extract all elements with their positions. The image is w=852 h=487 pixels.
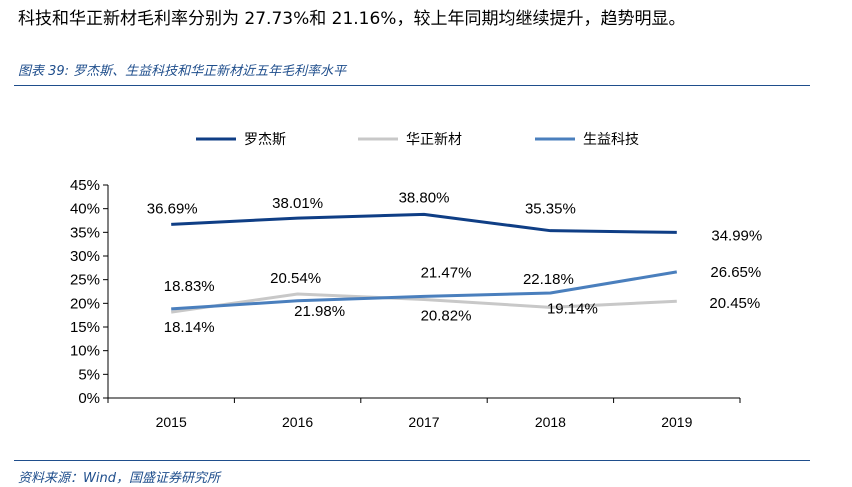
chart-data-labels: 36.69% 38.01% 38.80% 35.35% 34.99% 18.14% 21.9… xyxy=(147,189,762,336)
data-label: 38.80% xyxy=(399,189,450,206)
data-label: 21.98% xyxy=(294,303,345,320)
figure-bottom-rule xyxy=(14,460,810,461)
y-tick-label: 0% xyxy=(78,390,100,407)
x-tick-label: 2018 xyxy=(535,414,566,430)
source-note: 资料来源：Wind，国盛证券研究所 xyxy=(18,471,220,486)
data-label: 34.99% xyxy=(711,227,762,244)
data-label: 21.47% xyxy=(421,264,472,281)
y-tick-label: 40% xyxy=(70,201,100,218)
legend-label: 华正新材 xyxy=(406,132,462,148)
figure-top-rule xyxy=(14,85,810,86)
series-line-1 xyxy=(170,292,677,314)
x-tick-label: 2017 xyxy=(408,414,439,430)
y-tick-label: 25% xyxy=(70,272,100,289)
data-label: 20.82% xyxy=(421,307,472,324)
x-tick-label: 2015 xyxy=(156,414,187,430)
data-label: 35.35% xyxy=(525,201,576,218)
x-tick-label: 2016 xyxy=(282,414,313,430)
chart-legend: 罗杰斯 华正新材 生益科技 xyxy=(196,132,639,148)
data-label: 18.83% xyxy=(164,278,215,295)
figure-title: 图表 39: 罗杰斯、生益科技和华正新材近五年毛利率水平 xyxy=(18,64,347,79)
data-label: 36.69% xyxy=(147,200,198,217)
data-label: 19.14% xyxy=(547,300,598,317)
data-label: 38.01% xyxy=(272,195,323,212)
y-tick-label: 45% xyxy=(70,177,100,194)
data-label: 26.65% xyxy=(710,264,761,281)
intro-text: 科技和华正新材毛利率分别为 27.73%和 21.16%，较上年同期均继续提升，… xyxy=(18,9,686,29)
y-tick-label: 20% xyxy=(70,295,100,312)
y-tick-label: 5% xyxy=(78,366,100,383)
data-label: 20.45% xyxy=(709,295,760,312)
legend-label: 罗杰斯 xyxy=(244,132,286,148)
chart-series xyxy=(170,212,678,314)
chart-axes: 0% 5% 10% 15% 20% 25% 30% 35% 40% 45% 2015 2016 2017… xyxy=(70,177,741,430)
series-line-2 xyxy=(171,270,678,311)
series-line-0 xyxy=(171,212,677,234)
y-tick-label: 15% xyxy=(70,319,100,336)
y-tick-label: 10% xyxy=(70,343,100,360)
data-label: 20.54% xyxy=(270,270,321,287)
legend-label: 生益科技 xyxy=(583,132,639,148)
y-tick-label: 35% xyxy=(70,224,100,241)
data-label: 22.18% xyxy=(523,271,574,288)
y-tick-label: 30% xyxy=(70,248,100,265)
data-label: 18.14% xyxy=(164,319,215,336)
x-tick-label: 2019 xyxy=(661,414,692,430)
